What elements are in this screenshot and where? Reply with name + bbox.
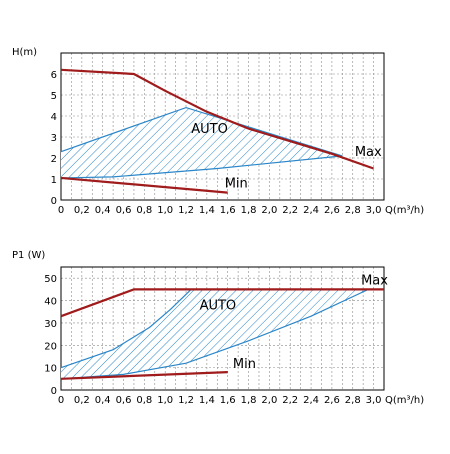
auto-label: AUTO xyxy=(191,122,228,137)
x-tick-label: 1,4 xyxy=(199,395,215,406)
series-label-min: Min xyxy=(225,177,248,192)
head-chart: Max Min AUTO 0 1 2 3 4 5 6 0 0,2 0,4 0,6 0,8 1,0 1,2 1,4 1… xyxy=(12,47,424,216)
x-tick-label: 2,2 xyxy=(282,205,298,216)
x-tick-label: 1,8 xyxy=(241,205,257,216)
x-tick-label: 2,4 xyxy=(303,205,319,216)
x-tick-label: 1,6 xyxy=(220,205,236,216)
x-tick-label: 1,2 xyxy=(178,395,194,406)
x-tick-label: 1,8 xyxy=(241,395,257,406)
x-tick-label: 3,0 xyxy=(366,395,382,406)
x-tick-label: 0,4 xyxy=(95,205,111,216)
series-max-line xyxy=(60,68,374,170)
y-tick-label: 20 xyxy=(44,341,57,352)
series-label-max: Max xyxy=(355,145,382,160)
x-tick-label: 2,8 xyxy=(345,205,361,216)
y-tick-label: 40 xyxy=(44,297,57,308)
plot-frame xyxy=(60,52,385,201)
x-tick-label: 3,0 xyxy=(366,205,382,216)
power-chart: Max Min AUTO 0 10 20 30 40 50 0 0,2 0,4 0,6 0,8 1,0 1,2… xyxy=(12,250,424,406)
x-tick-label: 2,2 xyxy=(282,395,298,406)
y-tick-label: 6 xyxy=(51,70,57,81)
auto-lower-line xyxy=(60,155,343,179)
series-min-line xyxy=(60,371,228,380)
x-tick-label: 0,8 xyxy=(136,395,152,406)
auto-upper-line xyxy=(60,106,343,157)
y-axis-label: H(m) xyxy=(12,47,37,58)
y-tick-label: 5 xyxy=(51,91,57,102)
x-tick-label: 0,2 xyxy=(74,205,90,216)
x-tick-label: 2,4 xyxy=(303,395,319,406)
x-tick-label: 2,6 xyxy=(324,205,340,216)
y-axis-label: P1 (W) xyxy=(12,250,45,261)
x-tick-label: 0,8 xyxy=(136,205,152,216)
x-tick-label: 1,0 xyxy=(157,205,173,216)
auto-region xyxy=(61,289,369,379)
plot-frame xyxy=(60,266,385,391)
x-tick-label: 2,6 xyxy=(324,395,340,406)
x-tick-label: 0,4 xyxy=(95,395,111,406)
y-tick-label: 3 xyxy=(51,133,57,144)
x-tick-label: 0 xyxy=(58,205,64,216)
series-label-max: Max xyxy=(361,273,388,288)
y-tick-label: 2 xyxy=(51,154,57,165)
auto-lower-line xyxy=(60,288,369,380)
x-tick-label: 0,6 xyxy=(116,205,132,216)
x-tick-label: 1,4 xyxy=(199,205,215,216)
x-tick-label: 1,2 xyxy=(178,205,194,216)
y-tick-label: 30 xyxy=(44,319,57,330)
x-axis-label: Q(m³/h) xyxy=(385,205,424,216)
y-tick-label: 0 xyxy=(51,196,57,207)
y-tick-label: 50 xyxy=(44,274,57,285)
auto-region xyxy=(61,107,343,178)
x-tick-label: 1,0 xyxy=(157,395,173,406)
x-tick-label: 2,8 xyxy=(345,395,361,406)
series-max-line xyxy=(60,288,384,318)
x-tick-label: 0,2 xyxy=(74,395,90,406)
x-tick-label: 2,0 xyxy=(261,395,277,406)
y-tick-label: 1 xyxy=(51,175,57,186)
y-tick-label: 0 xyxy=(51,386,57,397)
y-tick-label: 10 xyxy=(44,364,57,375)
x-tick-label: 1,6 xyxy=(220,395,236,406)
x-tick-label: 2,0 xyxy=(261,205,277,216)
series-label-min: Min xyxy=(233,357,256,372)
auto-upper-line xyxy=(60,288,192,369)
x-tick-label: 0 xyxy=(58,395,64,406)
auto-label: AUTO xyxy=(200,298,237,313)
x-axis-label: Q(m³/h) xyxy=(385,395,424,406)
x-tick-label: 0,6 xyxy=(116,395,132,406)
series-min-line xyxy=(60,176,228,194)
y-tick-label: 4 xyxy=(51,112,57,123)
